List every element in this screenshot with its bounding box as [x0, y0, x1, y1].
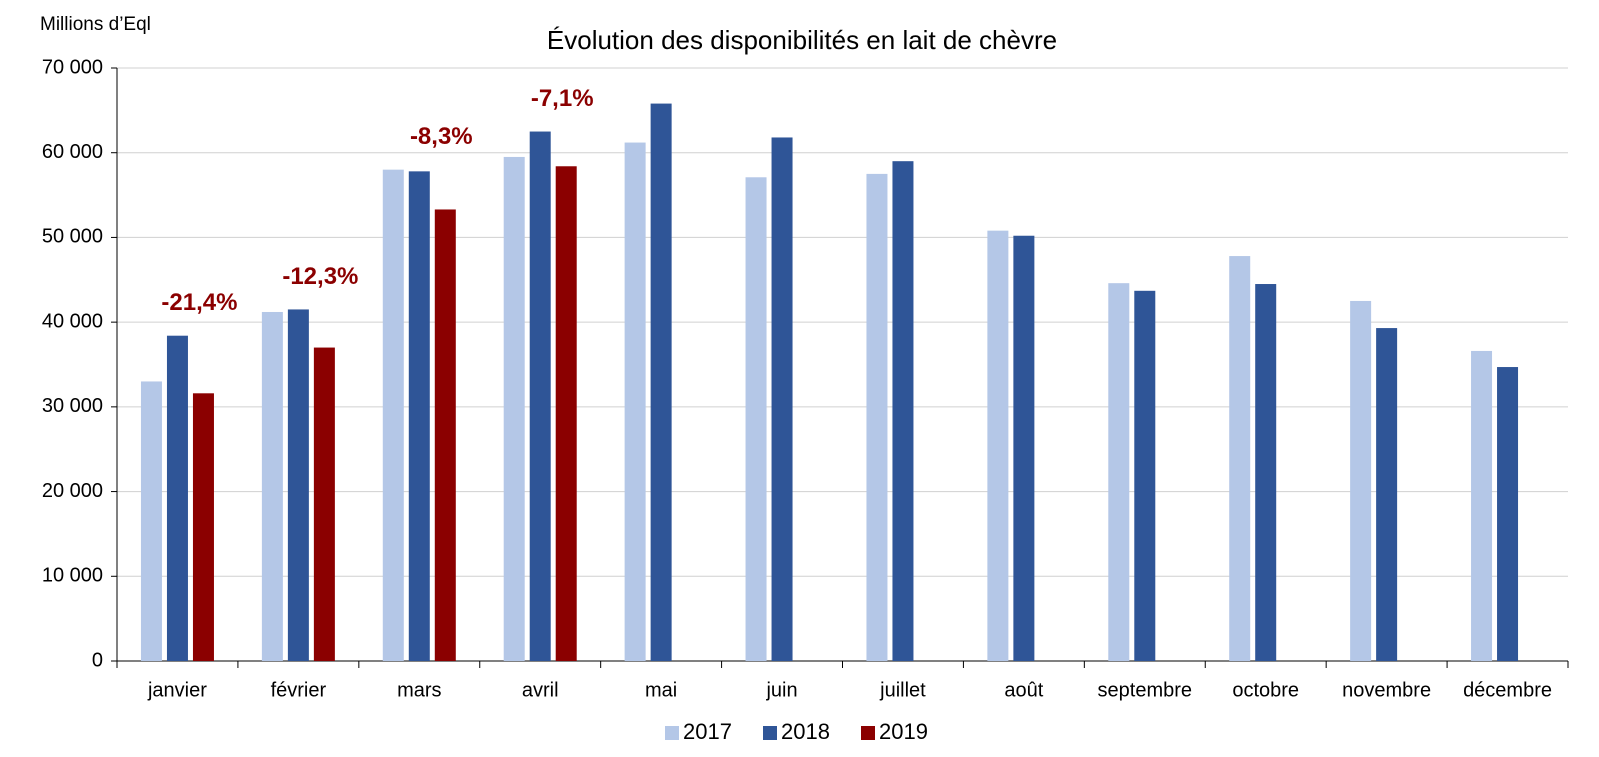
bar	[987, 230, 1009, 661]
y-tick-label: 70 000	[42, 56, 103, 78]
bar	[140, 381, 162, 661]
x-tick-label: janvier	[147, 679, 207, 701]
bar	[1350, 300, 1372, 661]
y-tick-label: 0	[92, 649, 103, 671]
bar	[1134, 290, 1156, 661]
x-tick-label: mai	[645, 679, 677, 701]
bar	[1471, 350, 1493, 661]
bar	[892, 161, 914, 661]
bar	[650, 103, 672, 661]
x-tick-label: juin	[765, 679, 797, 701]
bar	[287, 309, 309, 661]
bar	[1229, 256, 1251, 661]
bar	[434, 209, 456, 662]
x-tick-label: août	[1004, 679, 1043, 701]
bar	[503, 156, 525, 661]
y-tick-label: 20 000	[42, 480, 103, 502]
bar	[745, 177, 767, 661]
x-tick-label: décembre	[1463, 679, 1552, 701]
bar	[382, 169, 404, 661]
annotation: -7,1%	[531, 85, 594, 112]
legend-swatch	[763, 726, 777, 740]
x-tick-label: novembre	[1342, 679, 1431, 701]
bar	[866, 173, 888, 661]
bar	[1255, 284, 1277, 661]
legend-label: 2019	[879, 719, 928, 744]
x-tick-label: septembre	[1098, 679, 1193, 701]
chart-title: Évolution des disponibilités en lait de …	[547, 25, 1057, 55]
bar	[1497, 367, 1519, 661]
bar	[408, 171, 430, 661]
bar	[1013, 235, 1035, 661]
bar	[555, 166, 577, 662]
y-axis-label: Millions d’Eql	[40, 14, 151, 35]
x-tick-label: mars	[397, 679, 441, 701]
bar	[261, 311, 283, 661]
bar	[166, 335, 188, 661]
legend-label: 2018	[781, 719, 830, 744]
y-tick-label: 40 000	[42, 310, 103, 332]
x-tick-label: février	[271, 679, 327, 701]
y-tick-label: 50 000	[42, 226, 103, 248]
legend-swatch	[665, 726, 679, 740]
annotation: -8,3%	[410, 123, 473, 150]
y-tick-label: 30 000	[42, 395, 103, 417]
x-tick-label: avril	[522, 679, 559, 701]
bar	[313, 347, 335, 661]
annotation: -12,3%	[282, 263, 358, 290]
bar	[771, 137, 793, 662]
bar	[1108, 283, 1130, 661]
legend-swatch	[861, 726, 875, 740]
x-tick-label: octobre	[1232, 679, 1299, 701]
y-tick-label: 60 000	[42, 141, 103, 163]
legend-label: 2017	[683, 719, 732, 744]
y-tick-label: 10 000	[42, 565, 103, 587]
x-tick-label: juillet	[879, 679, 926, 701]
bar	[624, 142, 646, 661]
bar	[1376, 328, 1398, 661]
bar	[529, 131, 551, 662]
annotation: -21,4%	[161, 289, 237, 316]
bar	[192, 393, 214, 661]
